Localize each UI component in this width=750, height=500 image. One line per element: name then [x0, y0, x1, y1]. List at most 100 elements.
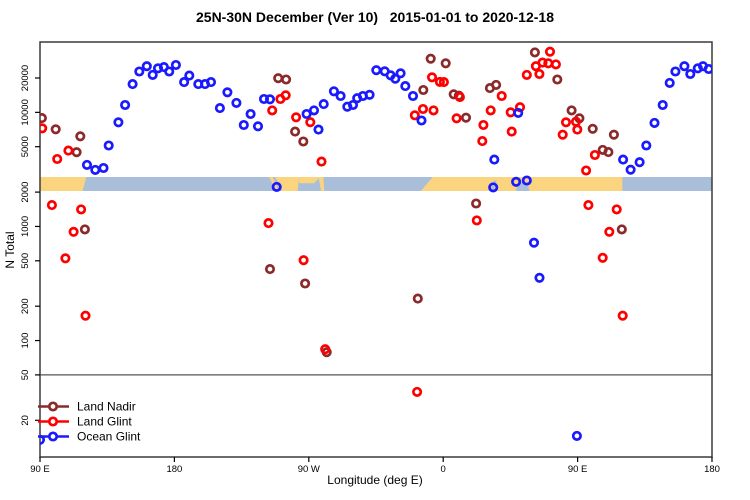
data-point-land-glint — [267, 105, 278, 116]
surface-strip-land — [318, 177, 325, 191]
data-point-land-nadir — [608, 129, 619, 140]
data-point-land-glint — [80, 310, 91, 321]
data-point-ocean-glint — [395, 68, 406, 79]
data-point-ocean-glint — [141, 61, 152, 72]
y-tick-label: 20000 — [20, 65, 31, 91]
data-point-ocean-glint — [313, 124, 324, 135]
data-point-ocean-glint — [328, 86, 339, 97]
data-point-land-glint — [581, 165, 592, 176]
data-point-land-glint — [454, 92, 465, 103]
data-point-land-glint — [589, 149, 600, 161]
data-point-land-glint — [451, 113, 462, 124]
y-tick-label: 20 — [20, 415, 31, 426]
data-point-ocean-glint — [40, 434, 46, 445]
data-point-ocean-glint — [400, 81, 411, 92]
data-point-land-glint — [428, 105, 439, 116]
data-point-land-glint — [583, 200, 594, 211]
data-point-ocean-glint — [528, 237, 540, 248]
data-point-ocean-glint — [164, 66, 175, 77]
y-tick-label: 50 — [20, 370, 31, 381]
data-point-ocean-glint — [347, 99, 359, 111]
data-point-ocean-glint — [103, 140, 114, 151]
data-point-land-glint — [438, 77, 449, 88]
data-point-land-glint — [543, 58, 554, 69]
data-point-ocean-glint — [170, 59, 181, 71]
data-point-land-glint — [291, 112, 302, 123]
data-point-land-nadir — [281, 74, 292, 85]
data-point-land-nadir — [264, 264, 276, 275]
data-point-land-nadir — [529, 47, 540, 58]
data-point-ocean-glint — [649, 117, 660, 128]
data-point-ocean-glint — [534, 272, 545, 283]
data-point-land-glint — [46, 200, 57, 211]
data-point-ocean-glint — [90, 164, 101, 175]
data-point-ocean-glint — [252, 121, 264, 132]
data-point-land-glint — [557, 129, 568, 140]
data-point-land-glint — [597, 252, 608, 263]
x-tick-label: 180 — [166, 464, 182, 475]
data-point-ocean-glint — [618, 154, 629, 165]
data-point-land-glint — [537, 57, 548, 68]
data-point-ocean-glint — [238, 119, 249, 131]
data-point-land-glint — [298, 255, 309, 266]
data-point-land-glint — [434, 76, 445, 87]
y-tick-label: 5000 — [20, 136, 31, 157]
data-point-ocean-glint — [521, 175, 532, 186]
data-point-land-glint — [320, 344, 331, 355]
data-point-land-glint — [68, 226, 79, 237]
y-tick-label: 500 — [20, 253, 31, 269]
data-point-ocean-glint — [364, 89, 375, 100]
data-point-ocean-glint — [301, 108, 312, 120]
legend-label: Land Glint — [77, 415, 132, 429]
data-point-ocean-glint — [489, 154, 500, 165]
data-point-ocean-glint — [308, 105, 320, 116]
data-point-land-glint — [496, 90, 507, 102]
data-point-land-glint — [316, 156, 327, 167]
data-point-land-glint — [76, 204, 87, 215]
plot-border — [39, 41, 713, 458]
data-point-land-nadir — [412, 293, 423, 304]
x-tick-label: 90 W — [298, 464, 320, 475]
data-point-ocean-glint — [625, 164, 636, 175]
data-point-land-glint — [617, 310, 628, 321]
data-point-ocean-glint — [416, 115, 427, 126]
y-tick-label: 2000 — [20, 182, 31, 203]
data-point-ocean-glint — [679, 61, 690, 72]
data-point-ocean-glint — [214, 103, 225, 114]
x-tick-label: 90 E — [568, 464, 588, 475]
data-point-ocean-glint — [245, 108, 256, 120]
legend-label: Land Nadir — [77, 400, 136, 414]
data-point-ocean-glint — [179, 77, 190, 88]
data-point-land-glint — [521, 69, 532, 80]
data-point-ocean-glint — [371, 65, 382, 76]
data-point-land-glint — [40, 123, 48, 134]
data-point-land-glint — [63, 145, 74, 156]
data-point-land-glint — [611, 204, 622, 215]
data-point-ocean-glint — [222, 87, 233, 98]
data-point-land-glint — [305, 117, 316, 128]
data-point-ocean-glint — [685, 68, 696, 80]
data-point-land-nadir — [491, 79, 502, 90]
data-point-ocean-glint — [264, 94, 276, 105]
data-point-land-nadir — [79, 224, 90, 235]
x-tick-label: 90 E — [30, 464, 50, 475]
x-axis-title: Longitude (deg E) — [327, 473, 423, 487]
y-tick-label: 10000 — [20, 99, 31, 125]
data-point-ocean-glint — [205, 77, 217, 88]
y-tick-label: 100 — [20, 333, 31, 349]
surface-strip-land — [40, 177, 87, 191]
data-point-ocean-glint — [488, 182, 499, 193]
data-point-land-glint — [60, 253, 71, 264]
data-point-land-glint — [560, 117, 572, 128]
x-tick-label: 0 — [441, 464, 446, 475]
data-point-land-glint — [471, 215, 482, 226]
data-point-land-glint — [477, 136, 488, 147]
x-tick-label: 180 — [704, 464, 720, 475]
data-point-ocean-glint — [335, 90, 346, 102]
legend-label: Ocean Glint — [77, 430, 141, 444]
data-point-ocean-glint — [258, 93, 270, 105]
data-point-land-nadir — [290, 126, 301, 137]
surface-strip-land — [299, 177, 320, 184]
data-point-land-nadir — [603, 147, 614, 158]
